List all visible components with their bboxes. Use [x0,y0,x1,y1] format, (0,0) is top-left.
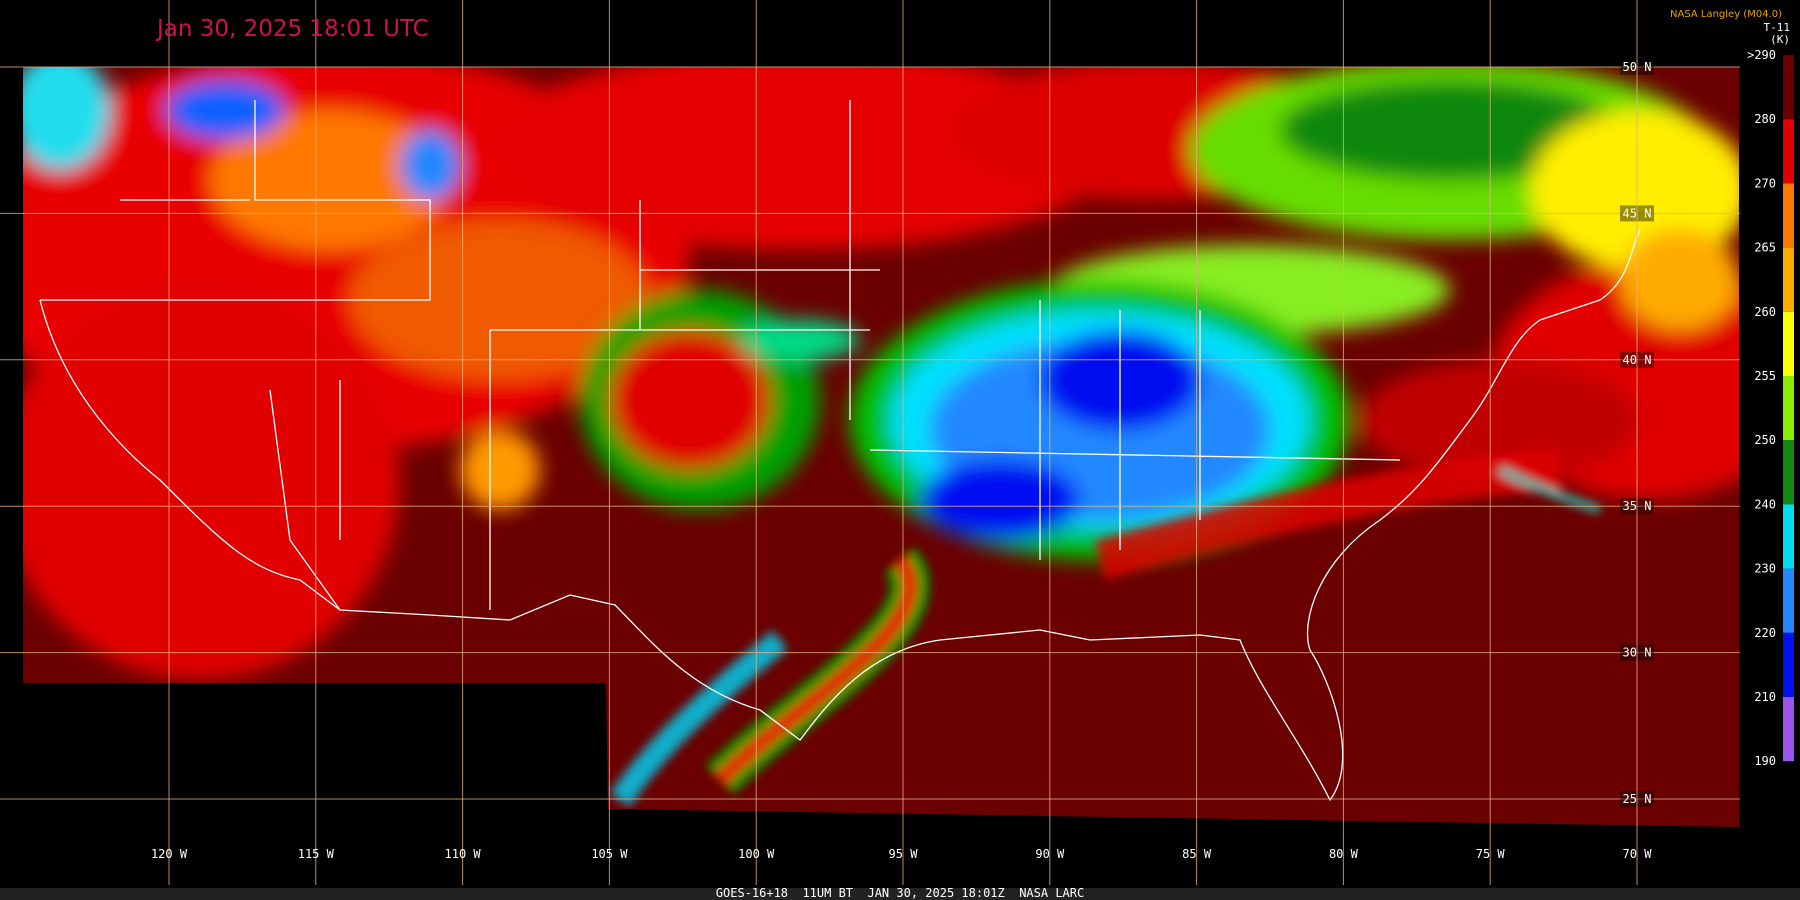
timestamp-title: Jan 30, 2025 18:01 UTC [155,16,429,42]
longitude-label: 95 W [889,847,919,861]
colorbar-swatch [1783,632,1794,697]
colorbar-label: 220 [1754,626,1776,640]
longitude-label: 100 W [738,847,775,861]
longitude-label: 110 W [445,847,482,861]
longitude-label: 120 W [151,847,188,861]
colorbar-label: 270 [1754,176,1776,190]
colorbar-title: T-11 [1764,21,1791,34]
credit: NASA Langley (M04.0) [1670,9,1782,20]
longitude-label: 75 W [1476,847,1506,861]
longitude-label: 105 W [591,847,628,861]
colorbar-swatch [1783,697,1794,762]
longitude-label: 70 W [1623,847,1653,861]
colorbar-label: 190 [1754,754,1776,768]
colorbar-swatch [1783,119,1794,184]
colorbar-unit: (K) [1770,33,1790,46]
colorbar-label: 265 [1754,241,1776,255]
colorbar-label: 280 [1754,112,1776,126]
colorbar-label: 230 [1754,562,1776,576]
footer-bar [0,888,1800,900]
longitude-label: 90 W [1035,847,1065,861]
colorbar-swatch [1783,183,1794,248]
colorbar-label: >290 [1747,48,1776,62]
colorbar-swatch [1783,440,1794,505]
colorbar-label: 250 [1754,433,1776,447]
colorbar-swatch [1783,568,1794,633]
colorbar-swatch [1783,376,1794,441]
colorbar-label: 255 [1754,369,1776,383]
longitude-label: 80 W [1329,847,1359,861]
colorbar-swatch [1783,504,1794,569]
colorbar-label: 210 [1754,690,1776,704]
footer-caption: GOES-16+18 11UM BT JAN 30, 2025 18:01Z N… [716,886,1084,900]
colorbar-swatch [1783,311,1794,376]
colorbar-label: 260 [1754,305,1776,319]
coastlines-and-borders [39,100,1641,802]
colorbar-swatch [1783,247,1794,312]
longitude-label: 85 W [1182,847,1212,861]
colorbar: >290 280 270 265 260 255 250 240 230 220 210 190 [1745,46,1800,784]
longitude-label: 115 W [298,847,335,861]
colorbar-label: 240 [1754,497,1776,511]
colorbar-swatch [1783,55,1794,120]
